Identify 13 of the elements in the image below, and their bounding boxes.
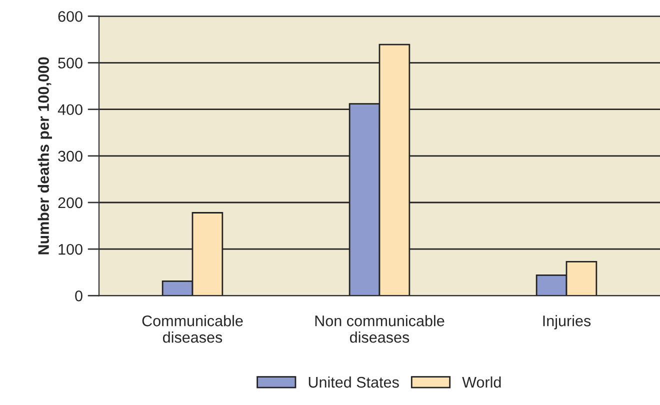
x-tick-label: Communicable diseases	[142, 315, 243, 343]
x-tick-label: Non communicable diseases	[315, 315, 444, 343]
legend-label: United States	[308, 376, 399, 388]
x-tick-label: Injuries	[543, 315, 591, 330]
y-axis-title: Number deaths per 100,000	[38, 57, 52, 254]
y-tick-label: 500	[58, 58, 82, 68]
y-tick-label: 0	[75, 290, 82, 302]
y-tick-label: 200	[58, 197, 82, 208]
y-tick-label: 300	[58, 150, 82, 162]
y-tick-label: 100	[58, 244, 82, 255]
y-tick-label: 600	[58, 11, 82, 22]
y-tick-label: 400	[58, 104, 82, 116]
legend-label: World	[462, 376, 501, 388]
